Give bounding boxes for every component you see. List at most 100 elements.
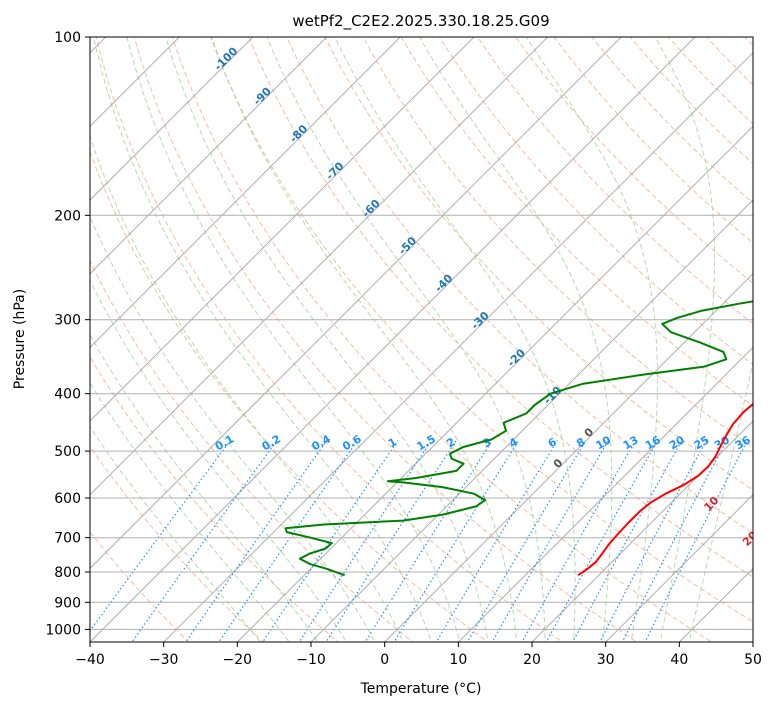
isotherm [90, 37, 623, 570]
isotherm-label: -30 [469, 309, 492, 332]
isotherm [90, 37, 549, 496]
isotherm [604, 493, 753, 642]
moist-adiabat [165, 37, 489, 642]
dewpoint-profile-line [284, 300, 753, 577]
y-tick-label: 700 [54, 531, 81, 547]
dry-adiabat [90, 356, 340, 642]
mixing-ratio-line [521, 440, 637, 642]
dry-adiabat [744, 37, 753, 47]
dry-adiabat [324, 37, 753, 491]
dry-adiabat [667, 37, 753, 125]
mixing-ratio-line [262, 440, 399, 642]
moist-adiabat [90, 382, 290, 642]
dry-adiabat [438, 37, 753, 366]
isotherm [90, 37, 696, 642]
mixing-ratio-label: 13 [621, 433, 641, 452]
x-tick-label: −10 [296, 652, 326, 668]
dry-adiabat [209, 37, 753, 623]
mixing-ratio-label: 8 [574, 435, 587, 450]
dry-adiabat [133, 37, 638, 642]
dry-adiabat [705, 37, 753, 86]
y-tick-label: 900 [54, 595, 81, 611]
mixing-ratio-label: 6 [546, 435, 559, 450]
mixing-ratio-line [325, 440, 457, 642]
dry-adiabat [286, 37, 753, 534]
isotherm [531, 420, 753, 642]
dry-adiabat [400, 37, 753, 407]
isotherm-label: -60 [360, 197, 383, 220]
mixing-ratio-label: 0.2 [260, 432, 283, 453]
mixing-ratio-line [644, 440, 748, 642]
mixing-ratio-label: 0.4 [310, 432, 334, 453]
dry-adiabat [629, 37, 753, 165]
moist-adiabat [93, 37, 433, 642]
isotherm-label: -10 [541, 383, 564, 406]
dry-adiabat [515, 37, 753, 284]
x-tick-label: 20 [523, 652, 541, 668]
mixing-ratio-line [298, 440, 432, 642]
y-tick-label: 500 [54, 444, 81, 460]
mixing-ratio-line [572, 440, 683, 642]
isotherm [383, 272, 753, 642]
x-tick-label: 10 [449, 652, 467, 668]
isotherm-label: -80 [287, 122, 310, 145]
temperature-profile-line [577, 402, 753, 577]
x-axis-label: Temperature (°C) [360, 681, 482, 697]
dry-adiabat [90, 531, 190, 642]
mixing-ratio-label: 20 [667, 433, 687, 452]
mixing-ratio-line [621, 440, 728, 642]
mixing-ratio-line [131, 440, 278, 642]
y-tick-label: 200 [54, 208, 81, 224]
isotherm [310, 199, 753, 642]
dry-adiabat [591, 37, 753, 204]
moist-adiabat [266, 37, 546, 642]
y-tick-label: 400 [54, 387, 81, 403]
mixing-ratio-label: 16 [643, 433, 663, 452]
isotherm [90, 37, 475, 422]
mixing-ratio-line [466, 440, 587, 642]
pressure-gridlines [90, 37, 753, 630]
isotherm [90, 37, 254, 201]
isotherm [457, 346, 753, 642]
profile-series [284, 300, 753, 577]
mixing-ratio-label: 4 [507, 435, 520, 450]
isotherm-label: -20 [505, 346, 528, 369]
moist-adiabat [211, 37, 518, 642]
mixing-ratio-label: 1 [386, 435, 399, 450]
dry-adiabat [362, 37, 753, 449]
mixing-ratio-label: 0.1 [213, 432, 236, 453]
y-tick-label: 300 [54, 313, 81, 329]
x-tick-label: −30 [149, 652, 179, 668]
isotherm [90, 37, 181, 128]
background-reference-lines [90, 24, 775, 654]
x-tick-label: −20 [223, 652, 253, 668]
mixing-ratio-line [599, 440, 707, 642]
mixing-ratio-line [491, 440, 609, 642]
mixing-ratio-label: 0.6 [340, 432, 364, 453]
x-tick-label: 40 [670, 652, 688, 668]
mixing-ratio-label: 1.5 [414, 432, 437, 453]
x-tick-label: 30 [597, 652, 615, 668]
moist-adiabat-label: 20 [740, 529, 760, 549]
dry-adiabat [171, 37, 713, 642]
moist-adiabat [688, 359, 753, 642]
dry-adiabat [770, 24, 775, 654]
isotherm-label: -50 [396, 234, 419, 257]
moist-adiabat [419, 37, 613, 642]
mixing-ratio-line [435, 440, 558, 642]
chart-title: wetPf2_C2E2.2025.330.18.25.G09 [292, 12, 549, 31]
moist-adiabat [654, 37, 716, 642]
mixing-ratio-line [545, 440, 659, 642]
isotherm-label: -70 [323, 159, 346, 182]
dry-adiabat [90, 150, 489, 642]
y-axis-label: Pressure (hPa) [12, 289, 28, 389]
dry-adiabat [90, 259, 414, 642]
y-tick-label: 600 [54, 491, 81, 507]
isotherm [162, 51, 753, 642]
y-tick-label: 800 [54, 565, 81, 581]
dry-adiabat [248, 37, 753, 578]
x-tick-label: 0 [380, 652, 389, 668]
y-tick-label: 1000 [45, 622, 81, 638]
isotherm [90, 37, 328, 275]
